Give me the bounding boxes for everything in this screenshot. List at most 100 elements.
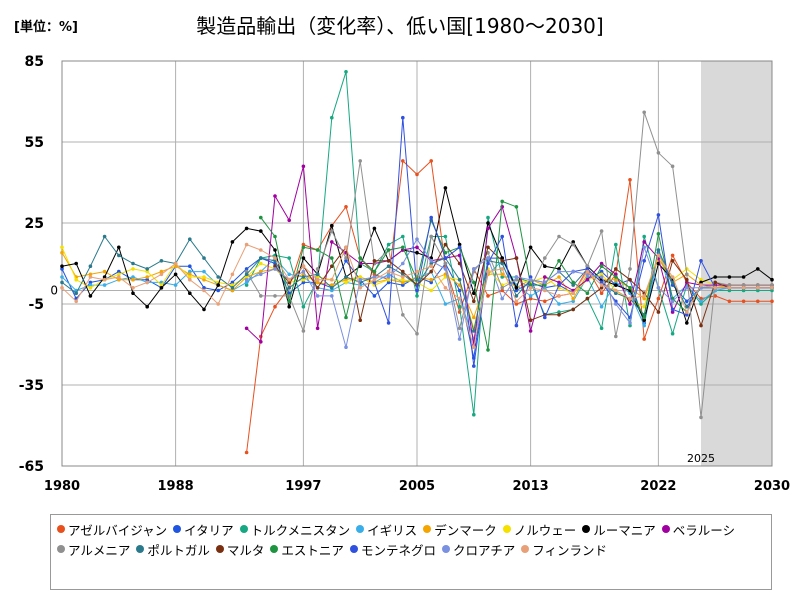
data-point — [344, 345, 348, 350]
data-point — [443, 186, 448, 190]
data-point — [472, 345, 476, 350]
legend-marker — [661, 525, 670, 533]
data-point — [344, 277, 348, 282]
data-point — [244, 242, 249, 247]
data-point — [670, 275, 675, 279]
data-point — [244, 326, 249, 331]
data-point — [528, 318, 533, 323]
legend-entry: デンマーク — [423, 519, 497, 539]
data-point — [585, 267, 590, 271]
data-point — [415, 250, 419, 255]
legend-label: イギリス — [367, 522, 418, 538]
data-point — [727, 275, 732, 279]
data-point — [287, 304, 292, 309]
data-point — [188, 264, 192, 269]
legend-marker — [521, 545, 530, 553]
data-point — [131, 277, 135, 282]
data-point — [344, 70, 348, 74]
data-point — [557, 313, 561, 317]
data-point — [642, 245, 646, 250]
data-point — [443, 250, 448, 255]
data-point — [301, 280, 306, 285]
data-point — [386, 269, 391, 274]
data-point — [301, 304, 306, 309]
data-point — [145, 280, 149, 285]
data-point — [188, 237, 192, 241]
data-point — [74, 277, 78, 282]
x-tick-label: 2022 — [640, 479, 676, 494]
data-point — [457, 245, 462, 250]
data-point — [614, 275, 618, 279]
data-point — [415, 172, 419, 177]
data-point — [670, 299, 675, 304]
x-tick-label: 2013 — [513, 479, 549, 494]
legend-marker — [270, 545, 279, 553]
data-point — [344, 280, 348, 285]
data-point — [372, 272, 377, 277]
data-point — [656, 253, 661, 258]
data-point — [486, 226, 490, 231]
data-point — [372, 275, 377, 279]
data-point — [528, 277, 533, 282]
legend-entry: イタリア — [173, 519, 234, 539]
data-point — [599, 261, 604, 266]
data-point — [372, 294, 377, 298]
data-point — [330, 294, 334, 298]
data-point — [344, 205, 348, 209]
x-tick-label: 1988 — [158, 479, 194, 494]
data-point — [500, 259, 505, 263]
data-point — [685, 313, 689, 317]
data-point — [500, 272, 505, 277]
data-point — [670, 253, 675, 258]
data-point — [259, 294, 263, 298]
data-point — [102, 234, 107, 239]
data-point — [301, 164, 306, 169]
data-point — [117, 272, 121, 277]
data-point — [685, 304, 689, 309]
data-point — [344, 275, 348, 279]
data-point — [315, 286, 320, 290]
data-point — [756, 299, 760, 304]
data-point — [599, 229, 604, 233]
data-point — [528, 329, 533, 333]
data-point — [628, 286, 632, 290]
data-point — [429, 264, 434, 269]
data-point — [60, 275, 64, 279]
data-point — [330, 223, 334, 228]
data-point — [287, 286, 292, 290]
data-point — [770, 283, 774, 287]
data-point — [401, 269, 405, 274]
data-point — [472, 364, 476, 368]
data-point — [330, 264, 334, 269]
data-point — [131, 291, 135, 296]
data-point — [131, 275, 135, 279]
data-point — [628, 277, 632, 282]
data-point — [330, 256, 334, 260]
data-point — [273, 256, 277, 260]
data-point — [571, 296, 575, 301]
data-point — [770, 299, 774, 304]
data-point — [102, 275, 107, 279]
legend-entry: クロアチア — [441, 539, 515, 559]
data-point — [642, 323, 646, 328]
data-point — [685, 277, 689, 282]
data-point — [401, 245, 405, 250]
data-point — [656, 248, 661, 252]
data-point — [301, 277, 306, 282]
data-point — [429, 280, 434, 285]
data-point — [372, 277, 377, 282]
series-line-0 — [246, 160, 772, 453]
data-point — [287, 291, 292, 296]
data-point — [315, 277, 320, 282]
data-point — [145, 275, 149, 279]
data-point — [713, 280, 717, 285]
data-point — [102, 277, 107, 282]
data-point — [386, 264, 391, 269]
data-point — [244, 272, 249, 277]
data-point — [727, 286, 732, 290]
data-point — [443, 256, 448, 260]
data-point — [585, 264, 590, 269]
legend-entry: アゼルバイジャン — [57, 519, 167, 539]
data-point — [585, 291, 590, 296]
legend-label: アルメニア — [68, 542, 131, 558]
